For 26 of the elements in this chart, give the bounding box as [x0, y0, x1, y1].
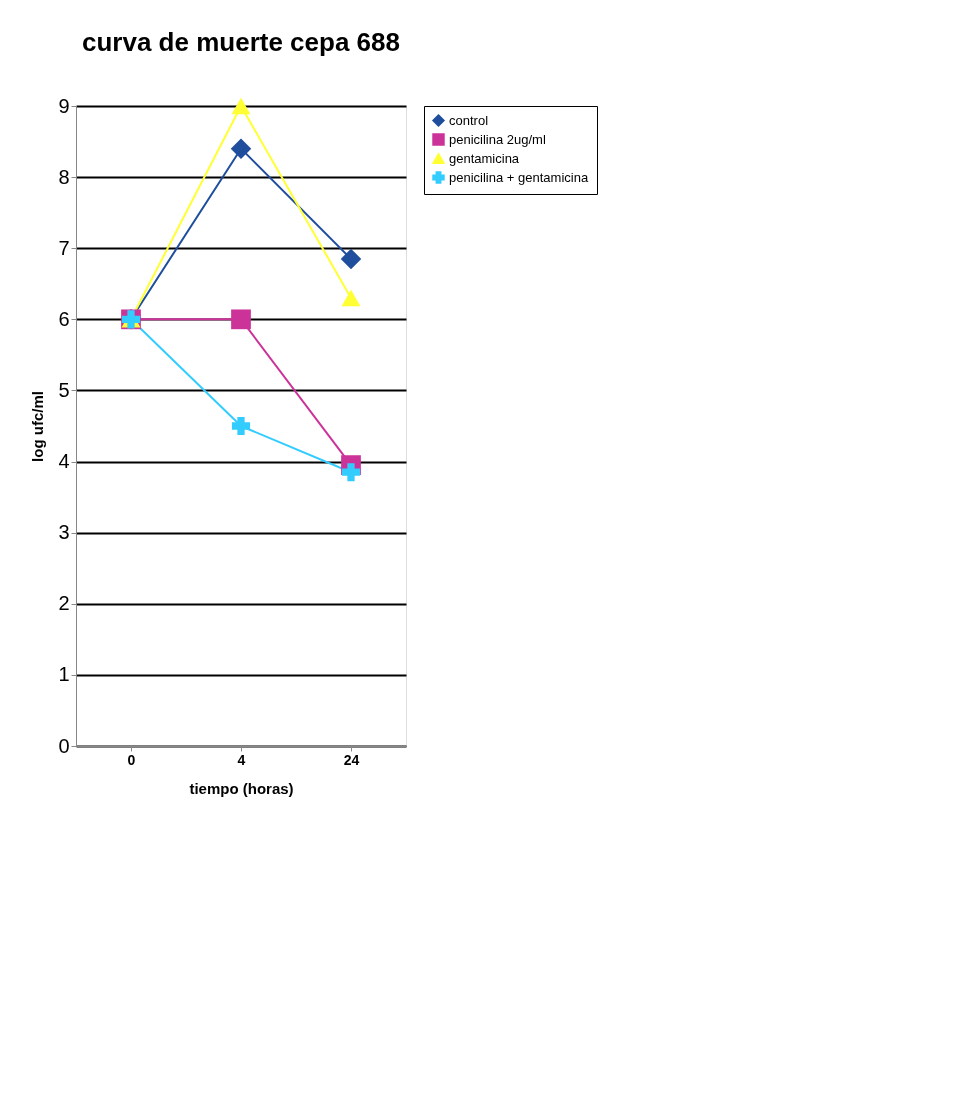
chart-title: curva de muerte cepa 688 — [82, 27, 400, 57]
x-tick-label: 0 — [127, 751, 136, 768]
y-axis-title: log ufc/ml — [29, 391, 47, 462]
y-tick-label: 9 — [58, 94, 70, 117]
y-tick-label: 5 — [58, 378, 70, 401]
point — [231, 309, 251, 330]
point — [340, 248, 362, 270]
y-tick-label: 2 — [58, 592, 70, 615]
legend-label: control — [449, 112, 489, 128]
point — [341, 463, 361, 482]
y-tick-label: 4 — [58, 450, 70, 473]
legend-label: penicilina 2ug/ml — [449, 131, 546, 147]
y-tick-label: 1 — [58, 663, 70, 686]
point — [230, 138, 252, 159]
y-tick-label: 3 — [58, 521, 70, 544]
x-axis-title: tiempo (horas) — [189, 779, 294, 797]
y-tick-label: 8 — [58, 165, 70, 188]
point — [231, 97, 251, 115]
y-tick-label: 6 — [58, 307, 70, 330]
point — [341, 289, 361, 307]
x-tick-label: 4 — [237, 751, 246, 768]
legend-label: penicilina + gentamicina — [449, 169, 589, 185]
legend-label: gentamicina — [449, 150, 520, 166]
y-tick-label: 7 — [58, 236, 70, 259]
point — [231, 416, 251, 436]
x-tick-label: 24 — [343, 751, 360, 768]
